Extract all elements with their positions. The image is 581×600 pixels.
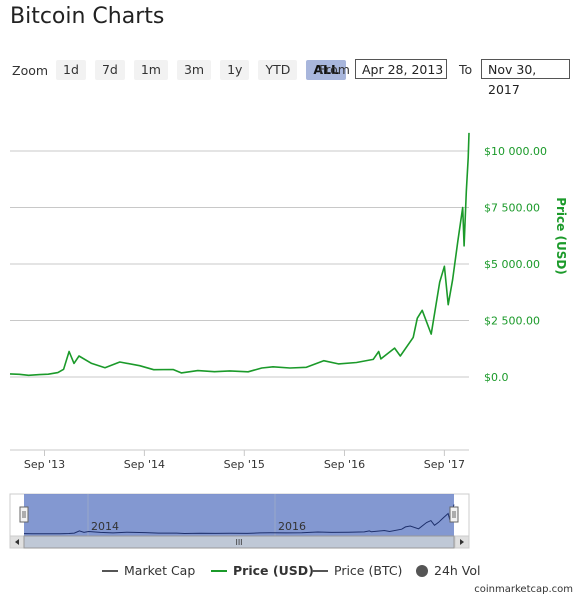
navigator-handle-left[interactable]	[19, 506, 29, 523]
right-arrow-icon	[460, 539, 464, 545]
zoom-button-ytd[interactable]: YTD	[258, 60, 298, 80]
left-arrow-icon	[15, 539, 19, 545]
scrollbar-grip: III	[235, 538, 242, 547]
to-date-input[interactable]: Nov 30, 2017	[481, 59, 570, 97]
y-tick-label: $2 500.00	[484, 315, 540, 328]
to-label: To	[459, 62, 473, 77]
legend-label: Price (USD)	[233, 563, 314, 578]
x-tick-label: Sep '16	[324, 458, 365, 471]
zoom-button-1d[interactable]: 1d	[56, 60, 86, 80]
legend-label: 24h Vol	[434, 563, 481, 578]
legend-line-icon	[211, 569, 227, 572]
legend-label: Price (BTC)	[334, 563, 403, 578]
zoom-label: Zoom	[12, 62, 49, 78]
scrollbar-thumb	[23, 535, 455, 549]
x-tick-label: Sep '14	[124, 458, 165, 471]
y-tick-label: $10 000.00	[484, 145, 547, 158]
page-title: Bitcoin Charts	[10, 4, 165, 29]
legend-line-icon	[312, 569, 328, 572]
scrollbar[interactable]: III	[9, 535, 470, 549]
zoom-button-all[interactable]: ALL	[306, 60, 346, 80]
price-usd-line	[9, 132, 470, 377]
legend-market-cap[interactable]: Market Cap	[102, 563, 195, 578]
navigator-series	[23, 504, 455, 535]
navigator-label: 2016	[278, 520, 306, 533]
navigator-selection	[24, 494, 454, 536]
legend-price-btc[interactable]: Price (BTC)	[312, 563, 402, 578]
y-tick-label: $0.0	[484, 371, 509, 384]
legend-dot-icon	[416, 564, 428, 577]
x-tick-label: Sep '15	[224, 458, 265, 471]
zoom-button-1y[interactable]: 1y	[220, 60, 250, 80]
navigator-handle-right[interactable]	[449, 506, 459, 523]
range-navigator[interactable]: 2014 2016	[9, 493, 470, 537]
legend-label: Market Cap	[124, 563, 196, 578]
from-date-input[interactable]: Apr 28, 2013	[355, 59, 447, 79]
x-tick-label: Sep '17	[424, 458, 465, 471]
zoom-button-1m[interactable]: 1m	[133, 60, 168, 80]
credit-link[interactable]: coinmarketcap.com	[474, 584, 573, 595]
y-axis-title: Price (USD)	[554, 197, 568, 275]
zoom-button-3m[interactable]: 3m	[176, 60, 212, 80]
from-label: From	[319, 62, 350, 77]
x-tick-label: Sep '13	[24, 458, 65, 471]
y-tick-label: $7 500.00	[484, 202, 540, 215]
price-chart: $0.0 $2 500.00 $5 000.00 $7 500.00 $10 000.0…	[9, 132, 568, 549]
legend-24h-vol[interactable]: 24h Vol	[416, 563, 481, 578]
legend-price-usd[interactable]: Price (USD)	[211, 563, 314, 578]
zoom-button-7d[interactable]: 7d	[94, 60, 125, 80]
legend-line-icon	[102, 569, 118, 572]
zoom-selector: Zoom 1d 7d 1m 3m 1y YTD ALL	[12, 59, 355, 81]
y-tick-label: $5 000.00	[484, 258, 540, 271]
navigator-label: 2014	[91, 520, 119, 533]
